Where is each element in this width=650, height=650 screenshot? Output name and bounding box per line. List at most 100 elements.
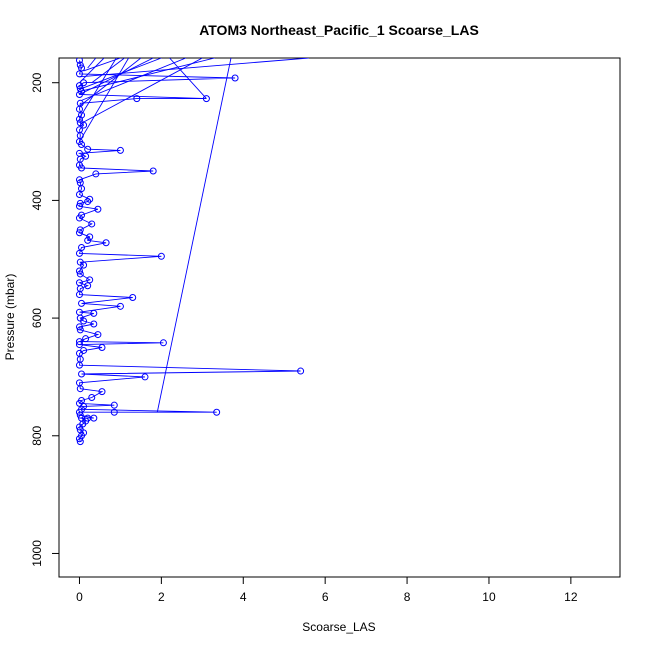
data-point — [92, 170, 100, 178]
data-point — [110, 401, 118, 409]
data-point — [76, 326, 84, 334]
plot-frame — [58, 57, 621, 578]
y-tick-label: 1000 — [30, 540, 44, 567]
data-point — [76, 270, 84, 278]
series-segment — [79, 58, 117, 119]
data-point — [75, 58, 83, 64]
series-segment — [79, 58, 309, 78]
data-point — [82, 152, 90, 160]
data-point — [94, 205, 102, 213]
y-tick-label: 400 — [30, 190, 44, 210]
chart-title: ATOM3 Northeast_Pacific_1 Scoarse_LAS — [199, 22, 479, 38]
data-point — [157, 252, 165, 260]
data-point — [75, 191, 83, 199]
data-point — [75, 249, 83, 257]
data-point — [76, 179, 84, 187]
series-segment — [169, 58, 207, 99]
series-segment — [156, 58, 232, 413]
data-point — [213, 408, 221, 416]
data-point — [75, 126, 83, 134]
data-point — [78, 299, 86, 307]
y-axis: 200 400 600 800 1000 — [30, 72, 59, 567]
x-tick-label: 12 — [564, 590, 578, 604]
data-point — [98, 344, 106, 352]
data-point — [202, 95, 210, 103]
data-point — [90, 309, 98, 317]
data-point — [75, 379, 83, 387]
y-tick-label: 200 — [30, 72, 44, 92]
series-segment — [79, 58, 130, 142]
plot-area — [75, 58, 309, 446]
x-tick-label: 8 — [404, 590, 411, 604]
data-point — [159, 339, 167, 347]
data-point — [75, 341, 83, 349]
data-point — [78, 111, 86, 119]
data-point — [133, 95, 141, 103]
series-segment — [83, 58, 121, 72]
x-tick-label: 2 — [158, 590, 165, 604]
y-tick-label: 800 — [30, 425, 44, 445]
data-point — [90, 414, 98, 422]
data-point — [75, 176, 83, 184]
series-segment — [79, 58, 105, 84]
data-point — [84, 282, 92, 290]
data-point — [116, 302, 124, 310]
data-point — [75, 115, 83, 123]
data-point — [86, 233, 94, 241]
data-point — [129, 293, 137, 301]
data-point — [75, 308, 83, 316]
data-point — [76, 199, 84, 207]
data-point — [75, 70, 83, 78]
series-segment — [87, 58, 97, 69]
data-point — [75, 279, 83, 287]
data-point — [76, 426, 84, 434]
data-point — [75, 323, 83, 331]
data-point — [78, 396, 86, 404]
data-point — [297, 367, 305, 375]
data-point — [76, 226, 84, 234]
data-point — [75, 338, 83, 346]
data-point — [75, 229, 83, 237]
data-point — [78, 243, 86, 251]
y-axis-label: Pressure (mbar) — [3, 274, 17, 361]
data-point — [141, 373, 149, 381]
data-point — [76, 119, 84, 127]
data-point — [110, 408, 118, 416]
data-point — [149, 167, 157, 175]
x-tick-label: 4 — [240, 590, 247, 604]
x-tick-label: 0 — [76, 590, 83, 604]
data-point — [90, 320, 98, 328]
data-point — [78, 211, 86, 219]
data-point — [94, 331, 102, 339]
y-tick-label: 600 — [30, 308, 44, 328]
x-axis: 0 2 4 6 8 10 12 — [76, 577, 578, 604]
data-point — [86, 195, 94, 203]
series-segment — [81, 58, 187, 101]
data-point — [76, 258, 84, 266]
data-point — [88, 220, 96, 228]
data-point — [98, 388, 106, 396]
data-point — [76, 99, 84, 107]
data-point — [102, 239, 110, 247]
data-point — [82, 335, 90, 343]
data-point — [86, 276, 94, 284]
data-point — [78, 370, 86, 378]
series-segment — [79, 58, 215, 92]
data-point — [84, 236, 92, 244]
data-point — [75, 267, 83, 275]
data-point — [76, 61, 84, 69]
data-point — [116, 146, 124, 154]
data-point — [84, 198, 92, 206]
x-tick-label: 10 — [482, 590, 496, 604]
x-axis-label: Scoarse_LAS — [302, 620, 375, 634]
data-point — [231, 74, 239, 82]
data-point — [88, 394, 96, 402]
data-point — [80, 346, 88, 354]
data-point — [75, 202, 83, 210]
data-point — [76, 85, 84, 93]
data-point — [84, 145, 92, 153]
series-segment — [91, 58, 125, 84]
series-segment — [80, 58, 203, 125]
